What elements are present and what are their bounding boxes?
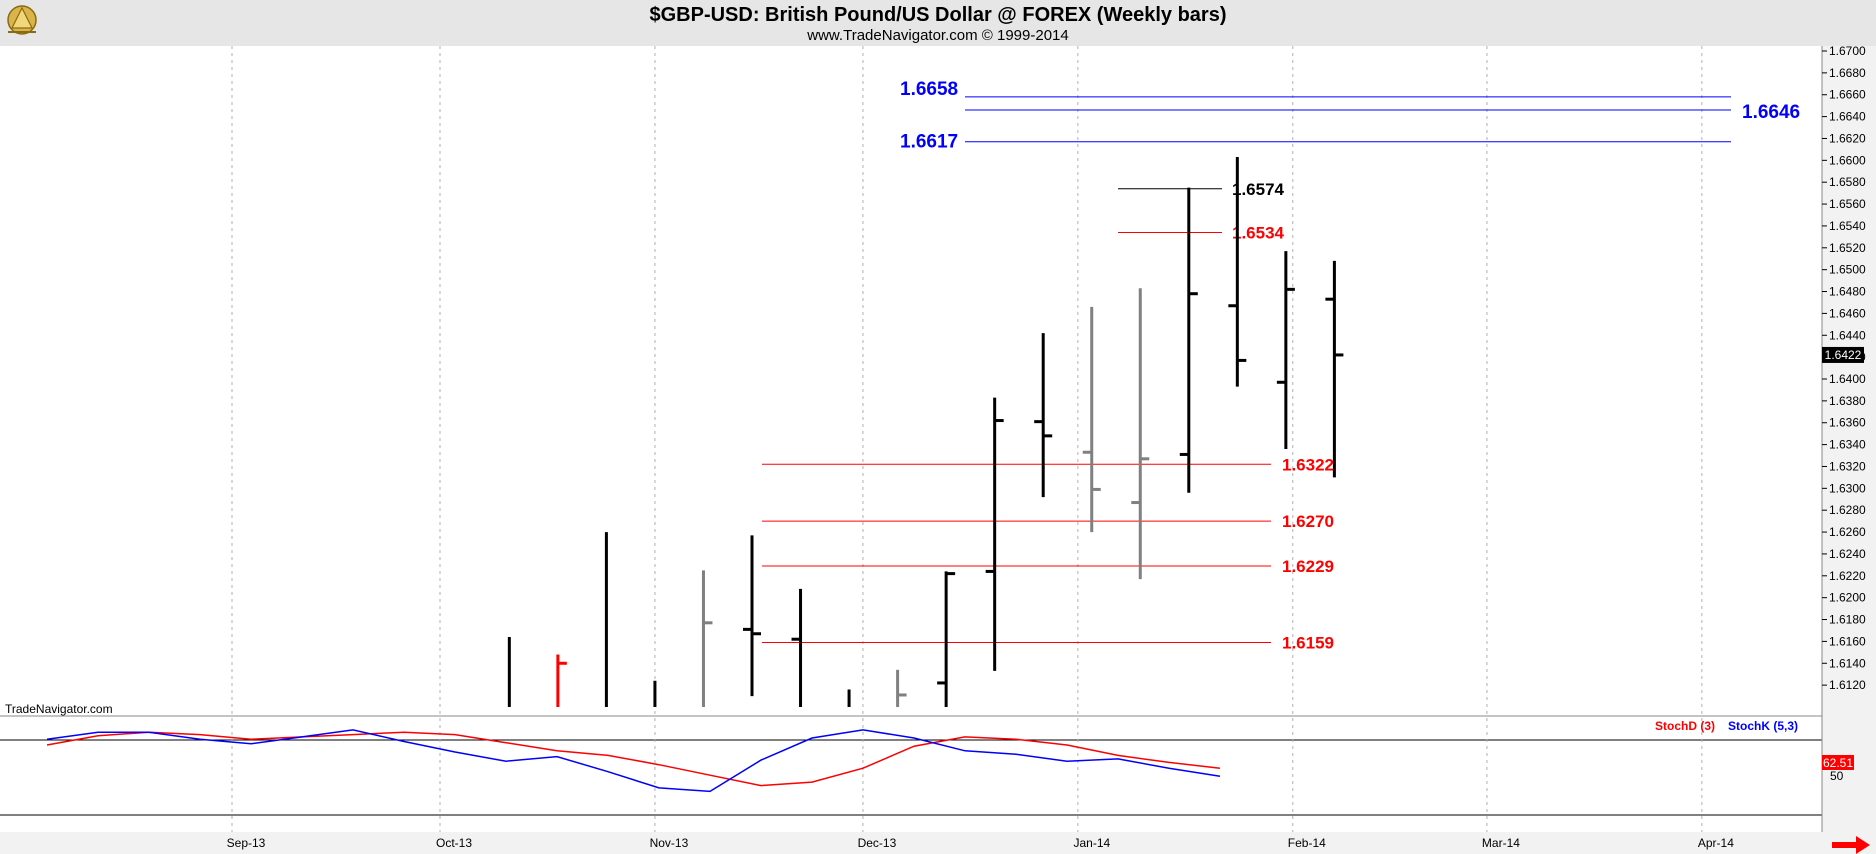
y-tick-label: 1.6700: [1829, 44, 1866, 58]
last-price-box: [1822, 346, 1864, 363]
stochk-line: [46, 729, 1221, 793]
y-tick-label: 1.6380: [1829, 394, 1866, 408]
level-label: 1.6270: [1282, 512, 1334, 531]
last-price-label: 1.6422: [1825, 348, 1862, 362]
y-tick-label: 1.6460: [1829, 306, 1866, 320]
ohlc-bar: [701, 570, 713, 707]
chart-title: $GBP-USD: British Pound/US Dollar @ FORE…: [649, 4, 1226, 26]
y-axis: 1.6120 1.6140 1.6160 1.6180 1.6200 1.6220 1.62…: [1822, 44, 1866, 692]
y-tick-label: 1.6620: [1829, 131, 1866, 145]
stoch-value-box: [1822, 755, 1854, 770]
y-tick-label: 1.6400: [1829, 372, 1866, 386]
ohlc-bars: [507, 157, 1344, 707]
logo-icon: [7, 5, 37, 35]
y-tick-label: 1.6140: [1829, 656, 1866, 670]
time-axis-panel: [0, 832, 1876, 854]
stochd-line: [46, 731, 1221, 787]
ohlc-bar: [937, 571, 956, 707]
y-tick-label: 1.6580: [1829, 175, 1866, 189]
chart-subtitle: www.TradeNavigator.com © 1999-2014: [806, 27, 1068, 44]
x-tick-label: Apr-14: [1698, 836, 1734, 850]
level-label: 1.6159: [1282, 633, 1334, 652]
y-tick-label: 1.6320: [1829, 459, 1866, 473]
ohlc-bar: [1179, 187, 1198, 493]
level-label: 1.6658: [900, 79, 958, 100]
y-tick-label: 1.6520: [1829, 241, 1866, 255]
x-tick-label: Feb-14: [1288, 836, 1326, 850]
legend-stochk: StochK (5,3): [1728, 719, 1798, 733]
scroll-right-arrow-icon[interactable]: [1832, 836, 1870, 854]
ohlc-bar: [791, 588, 803, 707]
ohlc-bar: [1034, 333, 1053, 498]
y-tick-label: 1.6360: [1829, 416, 1866, 430]
stoch-value-label: 62.51: [1823, 756, 1853, 770]
y-tick-label: 1.6200: [1829, 591, 1866, 605]
watermark: TradeNavigator.com: [5, 702, 113, 716]
y-tick-label: 1.6680: [1829, 66, 1866, 80]
y-tick-label: 1.6300: [1829, 481, 1866, 495]
y-tick-label: 1.6240: [1829, 547, 1866, 561]
x-tick-label: Dec-13: [858, 836, 897, 850]
ohlc-bar: [1276, 251, 1295, 449]
ohlc-bar: [896, 669, 907, 707]
y-tick-label: 1.6640: [1829, 110, 1866, 124]
y-tick-label: 1.6280: [1829, 503, 1866, 517]
y-tick-label: 1.6160: [1829, 634, 1866, 648]
y-tick-label: 1.6600: [1829, 153, 1866, 167]
ohlc-bar: [1228, 157, 1247, 387]
y-tick-label: 1.6340: [1829, 438, 1866, 452]
x-tick-label: Oct-13: [436, 836, 472, 850]
level-label: 1.6646: [1742, 102, 1800, 123]
legend-stochd: StochD (3): [1655, 719, 1715, 733]
x-tick-label: Mar-14: [1482, 836, 1520, 850]
y-tick-label: 1.6120: [1829, 678, 1866, 692]
ohlc-bar: [1131, 288, 1150, 580]
y-tick-label: 1.6540: [1829, 219, 1866, 233]
y-tick-label: 1.6500: [1829, 263, 1866, 277]
y-tick-label: 1.6260: [1829, 525, 1866, 539]
y-tick-label: 1.6440: [1829, 328, 1866, 342]
y-tick-label: 1.6560: [1829, 197, 1866, 211]
last-price-tag: 1.6422: [1822, 346, 1864, 363]
stochastic-panel: [46, 729, 1221, 793]
level-label: 1.6574: [1232, 180, 1285, 199]
x-tick-label: Nov-13: [650, 836, 689, 850]
y-tick-label: 1.6180: [1829, 613, 1866, 627]
ohlc-bar: [743, 535, 761, 697]
level-label: 1.6229: [1282, 557, 1334, 576]
price-axis-panel: [1822, 46, 1876, 854]
x-tick-label: Jan-14: [1074, 836, 1111, 850]
y-tick-label: 1.6220: [1829, 569, 1866, 583]
ohlc-bar: [1325, 260, 1344, 478]
price-levels: 1.6658 1.6646 1.6617 1.6574 1.6534 1.6322 1.62…: [762, 79, 1800, 652]
x-axis: Sep-13 Oct-13 Nov-13 Dec-13 Jan-14 Feb-14 Mar-…: [227, 836, 1735, 850]
stoch-ref-label: 50: [1830, 769, 1844, 783]
ohlc-bar: [556, 654, 567, 707]
grid: [231, 46, 1703, 832]
y-tick-label: 1.6480: [1829, 285, 1866, 299]
level-label: 1.6617: [900, 132, 958, 153]
y-tick-label: 1.6660: [1829, 88, 1866, 102]
ohlc-bar: [1082, 306, 1101, 533]
ohlc-bar: [985, 397, 1004, 671]
level-label: 1.6534: [1232, 223, 1285, 242]
header-band: [0, 0, 1876, 46]
x-tick-label: Sep-13: [227, 836, 266, 850]
level-label: 1.6322: [1282, 455, 1334, 474]
